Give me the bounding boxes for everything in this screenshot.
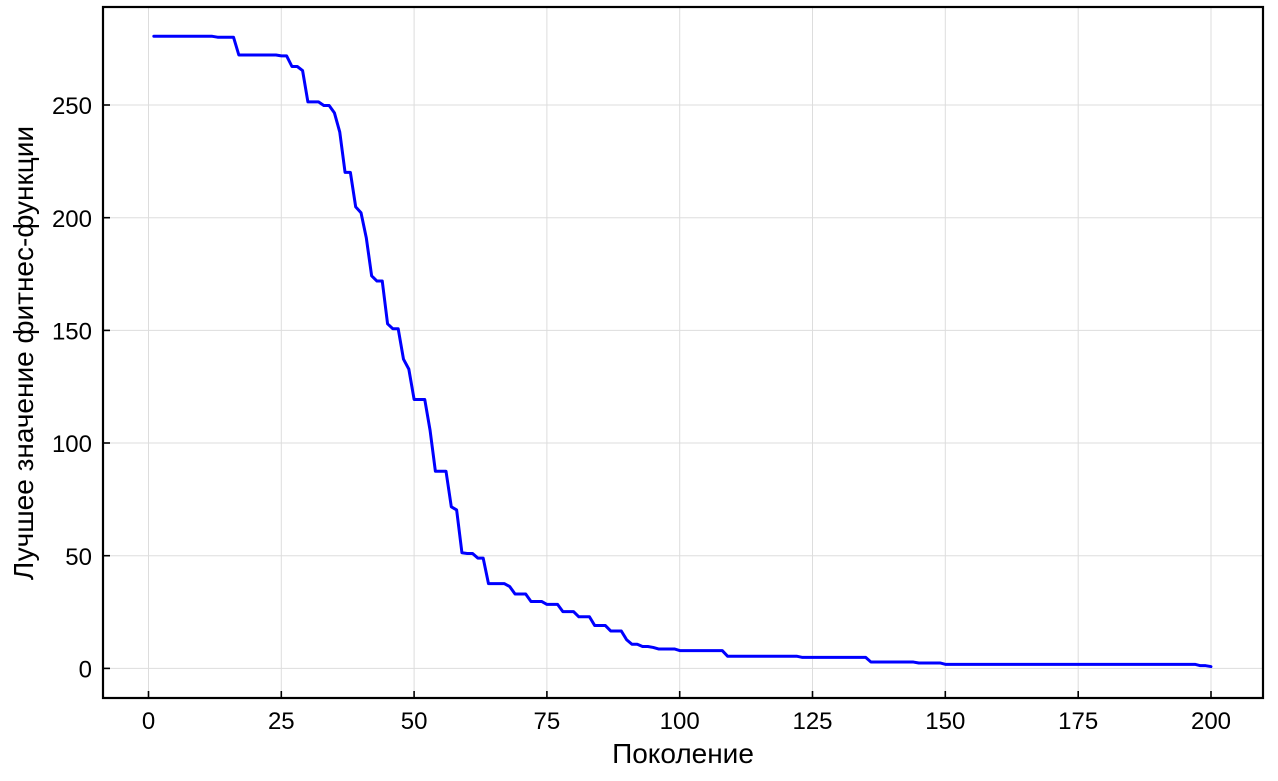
svg-text:Поколение: Поколение [612, 738, 754, 769]
svg-text:200: 200 [1191, 708, 1231, 735]
svg-text:100: 100 [660, 708, 700, 735]
svg-text:150: 150 [925, 708, 965, 735]
svg-text:0: 0 [79, 657, 92, 684]
svg-text:250: 250 [52, 93, 92, 120]
svg-text:0: 0 [142, 708, 155, 735]
svg-text:200: 200 [52, 206, 92, 233]
svg-text:150: 150 [52, 319, 92, 346]
svg-text:75: 75 [534, 708, 561, 735]
svg-text:50: 50 [65, 544, 92, 571]
svg-text:Лучшее значение фитнес-функции: Лучшее значение фитнес-функции [8, 126, 39, 580]
svg-text:125: 125 [792, 708, 832, 735]
svg-text:100: 100 [52, 431, 92, 458]
svg-text:25: 25 [268, 708, 295, 735]
svg-text:50: 50 [401, 708, 428, 735]
svg-text:175: 175 [1058, 708, 1098, 735]
